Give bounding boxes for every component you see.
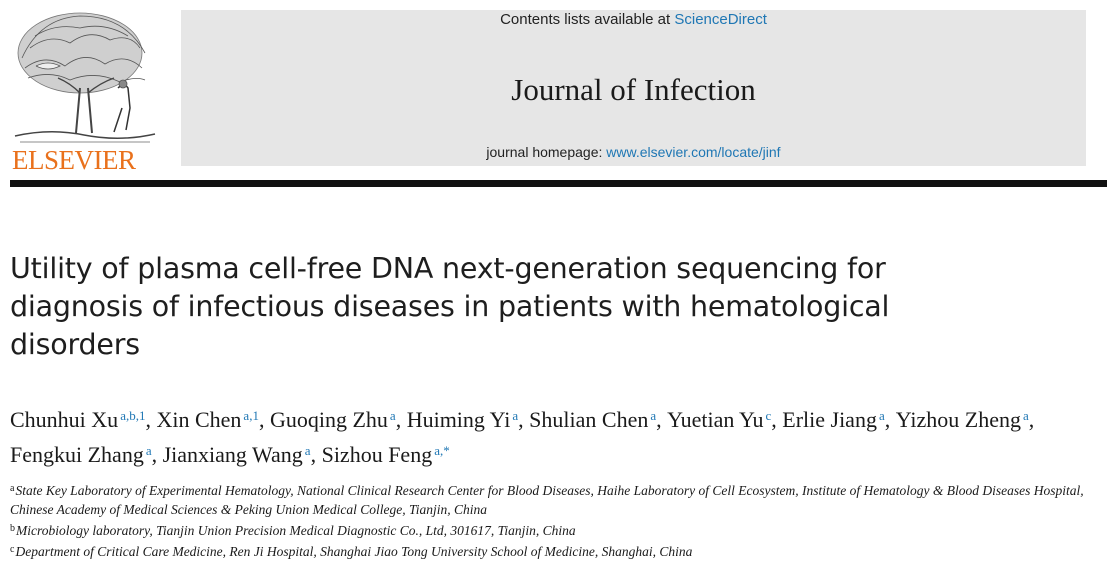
- affiliation-item: bMicrobiology laboratory, Tianjin Union …: [10, 519, 1100, 540]
- author-name[interactable]: Erlie Jiang: [782, 407, 877, 432]
- publisher-wordmark: ELSEVIER: [12, 145, 136, 175]
- author-name[interactable]: Shulian Chen: [529, 407, 649, 432]
- affiliation-marker[interactable]: a,*: [434, 443, 450, 458]
- article-title: Utility of plasma cell-free DNA next-gen…: [10, 252, 890, 361]
- author: Fengkui Zhang a,: [10, 442, 163, 467]
- affiliation-item: cDepartment of Critical Care Medicine, R…: [10, 540, 1100, 561]
- author-separator: ,: [151, 442, 163, 467]
- author-separator: ,: [258, 407, 270, 432]
- author-name[interactable]: Jianxiang Wang: [162, 442, 303, 467]
- author-separator: ,: [518, 407, 530, 432]
- author-name[interactable]: Xin Chen: [156, 407, 242, 432]
- affiliation-key: a: [10, 483, 15, 494]
- author-name[interactable]: Fengkui Zhang: [10, 442, 144, 467]
- affiliation-key: b: [10, 523, 15, 534]
- author: Yizhou Zheng a,: [896, 407, 1035, 432]
- publisher-logo[interactable]: ELSEVIER: [8, 8, 158, 175]
- affiliation-text: Department of Critical Care Medicine, Re…: [15, 544, 693, 559]
- affiliation-item: aState Key Laboratory of Experimental He…: [10, 479, 1100, 519]
- affiliation-marker[interactable]: a: [878, 408, 885, 423]
- author-name[interactable]: Yizhou Zheng: [895, 407, 1021, 432]
- author-separator: ,: [310, 442, 322, 467]
- author-name[interactable]: Chunhui Xu: [10, 407, 119, 432]
- author-name[interactable]: Guoqing Zhu: [269, 407, 388, 432]
- affiliation-marker[interactable]: a: [1023, 408, 1029, 423]
- affiliation-marker[interactable]: a,1: [243, 408, 259, 423]
- journal-masthead: Contents lists available at ScienceDirec…: [181, 10, 1086, 166]
- contents-line: Contents lists available at ScienceDirec…: [181, 11, 1086, 28]
- header-divider: [10, 180, 1107, 187]
- elsevier-tree-logo-icon: [14, 12, 156, 143]
- contents-prefix: Contents lists available at: [500, 11, 675, 28]
- author: Jianxiang Wang a,: [163, 442, 322, 467]
- author-separator: ,: [1028, 407, 1035, 432]
- affiliation-marker[interactable]: a: [304, 443, 311, 458]
- affiliation-list: aState Key Laboratory of Experimental He…: [10, 479, 1100, 561]
- author: Huiming Yi a,: [407, 407, 529, 432]
- affiliation-text: Microbiology laboratory, Tianjin Union P…: [16, 523, 576, 538]
- homepage-line: journal homepage: www.elsevier.com/locat…: [181, 144, 1086, 160]
- affiliation-marker[interactable]: a: [389, 408, 396, 423]
- author: Yuetian Yu c,: [667, 407, 782, 432]
- affiliation-marker[interactable]: a: [512, 408, 519, 423]
- author-separator: ,: [145, 407, 157, 432]
- affiliation-marker[interactable]: a: [650, 408, 657, 423]
- author: Guoqing Zhu a,: [270, 407, 407, 432]
- author-separator: ,: [884, 407, 896, 432]
- author-separator: ,: [656, 407, 668, 432]
- author-separator: ,: [771, 407, 783, 432]
- affiliation-key: c: [10, 544, 15, 555]
- author: Sizhou Feng a,*: [322, 442, 450, 467]
- author: Chunhui Xu a,b,1,: [10, 407, 156, 432]
- author: Shulian Chen a,: [529, 407, 667, 432]
- affiliation-marker[interactable]: a,b,1: [120, 408, 146, 423]
- author: Erlie Jiang a,: [782, 407, 895, 432]
- author-name[interactable]: Sizhou Feng: [321, 442, 433, 467]
- author-separator: ,: [395, 407, 407, 432]
- affiliation-marker[interactable]: a: [145, 443, 152, 458]
- author: Xin Chen a,1,: [156, 407, 269, 432]
- affiliation-text: State Key Laboratory of Experimental Hem…: [10, 483, 1084, 517]
- author-name[interactable]: Yuetian Yu: [667, 407, 764, 432]
- author-name[interactable]: Huiming Yi: [406, 407, 511, 432]
- affiliation-marker[interactable]: c: [765, 408, 772, 423]
- journal-homepage-link[interactable]: www.elsevier.com/locate/jinf: [606, 144, 781, 160]
- journal-title: Journal of Infection: [511, 72, 756, 107]
- sciencedirect-link[interactable]: ScienceDirect: [674, 11, 767, 28]
- author-list: Chunhui Xu a,b,1, Xin Chen a,1, Guoqing Zh…: [10, 400, 1100, 470]
- homepage-prefix: journal homepage:: [486, 144, 607, 160]
